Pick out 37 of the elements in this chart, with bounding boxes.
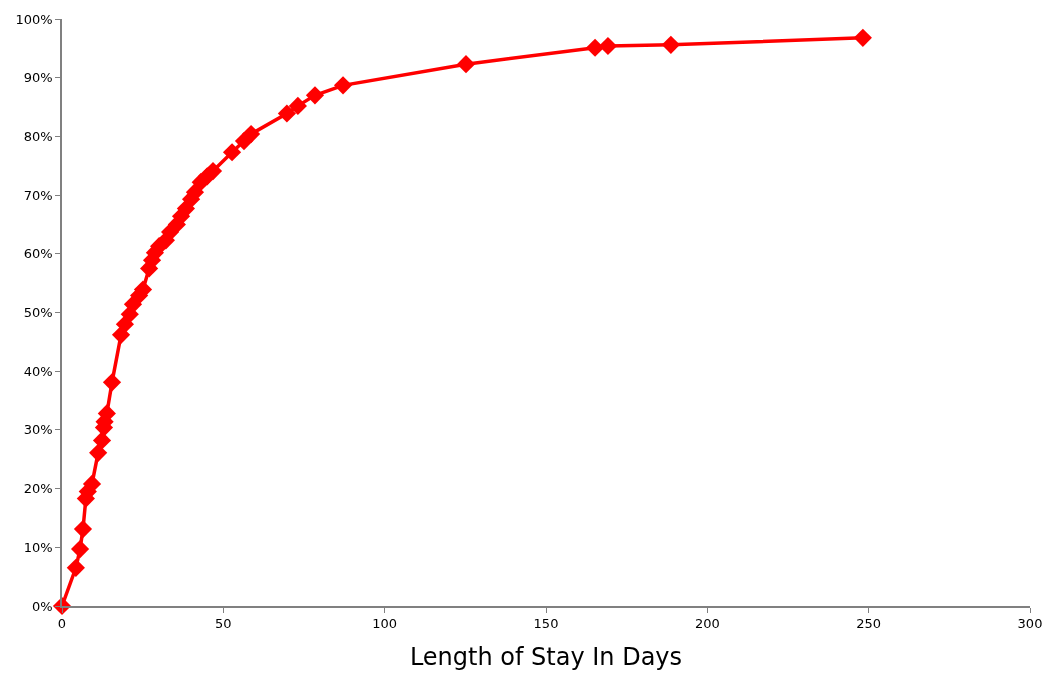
y-tick-label: 0% <box>32 598 53 614</box>
y-tick-label: 70% <box>23 187 53 203</box>
y-tick-label: 50% <box>23 305 53 321</box>
x-tick-label: 100 <box>372 616 398 632</box>
point <box>89 443 108 462</box>
point <box>241 124 261 144</box>
y-tick-label: 20% <box>23 481 53 497</box>
y-tick-label: 30% <box>23 422 53 438</box>
y-tick-label: 40% <box>23 363 53 379</box>
x-tick-label: 0 <box>57 616 67 632</box>
point <box>222 143 242 162</box>
x-tick-label: 150 <box>533 616 559 632</box>
y-tick-label: 80% <box>23 128 53 144</box>
point <box>853 28 872 47</box>
point <box>73 520 93 539</box>
point <box>102 373 122 392</box>
point <box>70 539 90 559</box>
point <box>598 36 618 56</box>
x-tick-label: 200 <box>694 616 720 632</box>
point <box>277 104 296 123</box>
y-tick-label: 100% <box>15 11 53 27</box>
point <box>456 55 476 74</box>
point <box>203 161 223 181</box>
point <box>305 86 325 105</box>
x-tick-label: 50 <box>215 616 232 632</box>
x-tick-label: 250 <box>856 616 882 632</box>
y-tick-label: 10% <box>23 539 53 555</box>
point <box>82 474 102 493</box>
point <box>92 431 112 450</box>
y-tick-label: 90% <box>23 70 53 86</box>
point <box>288 96 307 115</box>
point <box>66 558 85 577</box>
y-tick-label: 60% <box>23 246 53 262</box>
point <box>333 76 353 95</box>
x-tick-label: 300 <box>1017 616 1043 632</box>
x-axis-title: Length of Stay In Days <box>409 643 683 672</box>
point <box>661 35 680 54</box>
